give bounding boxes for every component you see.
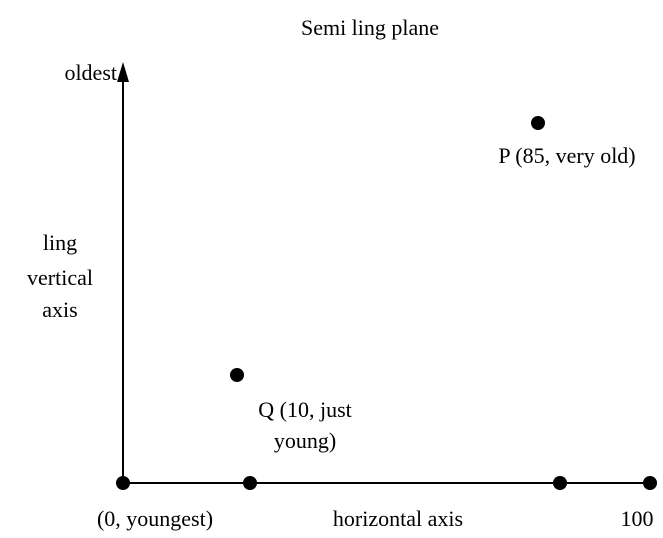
top-label: oldest [64,60,117,85]
axis-label: axis [42,297,77,322]
axis-label: vertical [27,265,93,290]
axis-label: horizontal axis [333,506,463,531]
title: Semi ling plane [301,15,439,40]
end-label: 100 [621,506,654,531]
axis-label: ling [43,230,77,255]
dot [553,476,567,490]
point-label: Q (10, just [258,397,352,422]
point-label: young) [274,428,336,453]
arrowhead [117,62,129,82]
origin-label: (0, youngest) [97,506,213,531]
dot [643,476,657,490]
dot [116,476,130,490]
point-p [531,116,545,130]
point-label: P (85, very old) [498,143,635,168]
point-q [230,368,244,382]
dot [243,476,257,490]
